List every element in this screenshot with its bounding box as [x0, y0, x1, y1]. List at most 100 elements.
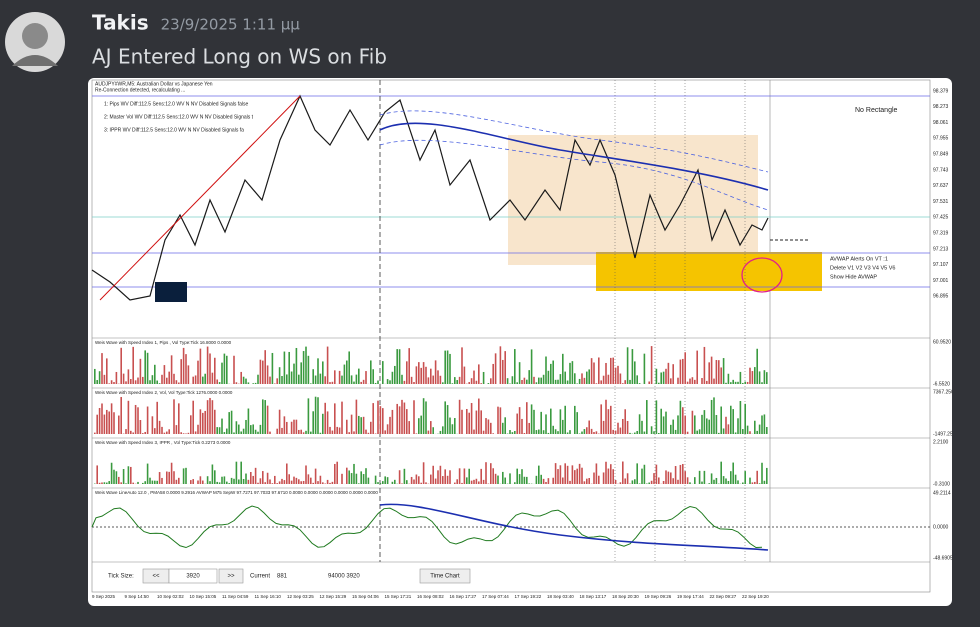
volume-bar	[286, 374, 288, 384]
volume-bar	[586, 372, 588, 384]
volume-bar	[492, 433, 494, 434]
panel-scale: 0.0000	[933, 524, 949, 530]
date-label: 17 Sep 19:22	[515, 594, 542, 599]
volume-bar	[384, 430, 386, 434]
volume-bar	[574, 373, 576, 384]
volume-bar	[749, 478, 751, 484]
volume-bar	[677, 415, 679, 434]
volume-bar	[356, 375, 358, 384]
volume-bar	[504, 351, 506, 384]
volume-bar	[636, 375, 638, 384]
volume-bar	[116, 372, 118, 384]
price-label: 97.849	[933, 152, 949, 158]
volume-bar	[389, 380, 391, 384]
volume-bar	[656, 369, 658, 384]
price-label: 96.895	[933, 294, 949, 300]
volume-bar	[404, 469, 406, 484]
volume-bar	[120, 397, 122, 434]
volume-bar	[735, 382, 737, 384]
volume-bar	[125, 429, 127, 434]
volume-bar	[200, 409, 202, 434]
attachment-image[interactable]: AUDJPY#WR,M5: Australian Dollar vs Japan…	[88, 78, 959, 606]
volume-bar	[514, 349, 516, 384]
volume-bar	[706, 381, 708, 384]
volume-bar	[284, 480, 286, 484]
volume-bar	[737, 418, 739, 434]
volume-bar	[106, 410, 108, 434]
volume-bar	[617, 366, 619, 384]
zone-fib	[596, 252, 822, 291]
volume-bar	[166, 432, 168, 434]
volume-bar	[509, 430, 511, 434]
date-label: 12 Sep 15:29	[320, 594, 347, 599]
volume-bar	[668, 363, 670, 384]
volume-bar	[716, 478, 718, 484]
volume-bar	[440, 466, 442, 484]
volume-bar	[461, 410, 463, 434]
volume-bar	[180, 432, 182, 434]
volume-bar	[123, 374, 125, 384]
volume-bar	[243, 479, 245, 484]
volume-bar	[212, 400, 214, 434]
volume-bar	[639, 383, 641, 384]
volume-bar	[540, 378, 542, 384]
volume-bar	[204, 374, 206, 384]
volume-bar	[574, 470, 576, 484]
avwap-text: Show Hide AVWAP	[830, 274, 877, 280]
volume-bar	[279, 367, 281, 384]
volume-bar	[459, 377, 461, 384]
volume-bar	[161, 375, 163, 384]
volume-bar	[612, 430, 614, 434]
volume-bar	[744, 471, 746, 484]
volume-bar	[322, 414, 324, 434]
volume-bar	[723, 358, 725, 384]
volume-bar	[188, 365, 190, 384]
volume-bar	[327, 480, 329, 484]
volume-bar	[387, 477, 389, 484]
author[interactable]: Takis	[92, 11, 149, 35]
date-label: 15 Sep 17:21	[385, 594, 412, 599]
volume-bar	[317, 358, 319, 384]
volume-bar	[224, 432, 226, 434]
volume-bar	[327, 411, 329, 434]
volume-bar	[128, 401, 130, 434]
volume-bar	[644, 432, 646, 434]
volume-bar	[562, 420, 564, 434]
volume-bar	[394, 480, 396, 484]
volume-bar	[224, 354, 226, 384]
volume-bar	[123, 469, 125, 484]
volume-bar	[440, 431, 442, 434]
volume-bar	[281, 376, 283, 384]
volume-bar	[440, 376, 442, 384]
volume-bar	[310, 478, 312, 484]
volume-bar	[543, 430, 545, 434]
volume-bar	[358, 483, 360, 484]
volume-bar	[766, 468, 768, 484]
volume-bar	[219, 427, 221, 434]
volume-bar	[406, 480, 408, 484]
volume-bar	[766, 372, 768, 384]
volume-bar	[161, 478, 163, 484]
volume-bar	[401, 375, 403, 384]
volume-bar	[296, 478, 298, 484]
volume-bar	[567, 381, 569, 384]
volume-bar	[605, 363, 607, 384]
volume-bar	[550, 409, 552, 434]
volume-bar	[212, 373, 214, 384]
date-label: 16 Sep 08:02	[417, 594, 444, 599]
volume-bar	[312, 369, 314, 384]
volume-bar	[694, 415, 696, 434]
panel-scale: 60.9520	[933, 339, 951, 345]
volume-bar	[147, 353, 149, 384]
volume-bar	[720, 462, 722, 484]
volume-bar	[399, 406, 401, 434]
volume-bar	[452, 383, 454, 384]
volume-bar	[142, 433, 144, 434]
volume-bar	[591, 358, 593, 384]
volume-bar	[756, 471, 758, 484]
volume-bar	[118, 416, 120, 434]
volume-bar	[416, 433, 418, 434]
volume-bar	[416, 475, 418, 484]
volume-bar	[380, 406, 382, 434]
volume-bar	[557, 431, 559, 434]
